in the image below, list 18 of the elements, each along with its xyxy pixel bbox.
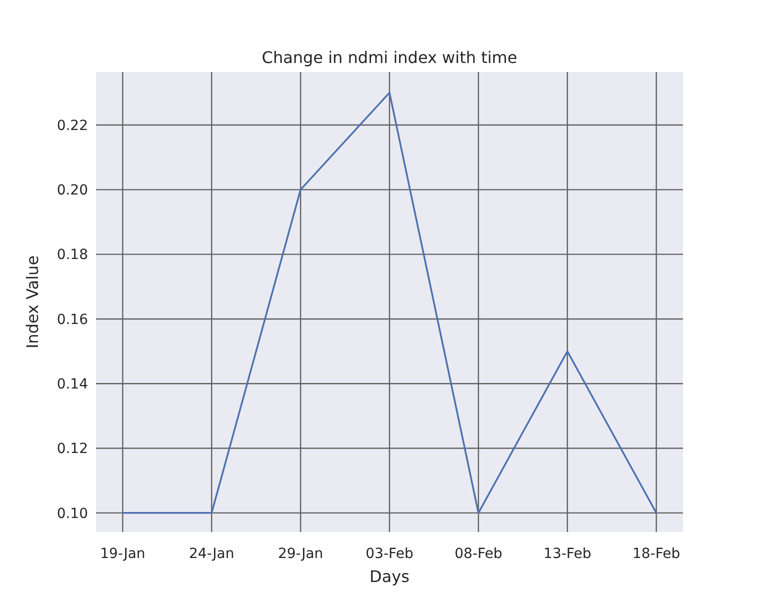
- y-tick-label: 0.20: [56, 182, 88, 199]
- chart-title: Change in ndmi index with time: [262, 48, 518, 67]
- x-tick-label: 29-Jan: [278, 546, 324, 562]
- y-tick-label: 0.18: [56, 247, 88, 264]
- y-tick-label: 0.10: [56, 506, 88, 522]
- y-tick-label: 0.22: [56, 118, 88, 134]
- x-tick-label: 08-Feb: [454, 546, 502, 562]
- x-tick-label: 18-Feb: [632, 546, 680, 562]
- x-tick-label: 13-Feb: [544, 546, 592, 562]
- y-tick-label: 0.14: [56, 376, 88, 393]
- y-axis-title: Index Value: [23, 255, 42, 349]
- y-tick-label: 0.12: [56, 441, 88, 458]
- y-tick-label: 0.16: [56, 312, 88, 328]
- x-axis-title: Days: [370, 567, 410, 586]
- x-tick-label: 19-Jan: [100, 546, 146, 562]
- x-tick-label: 24-Jan: [189, 546, 234, 562]
- x-tick-label: 03-Feb: [366, 546, 414, 562]
- line-series: [122, 92, 658, 514]
